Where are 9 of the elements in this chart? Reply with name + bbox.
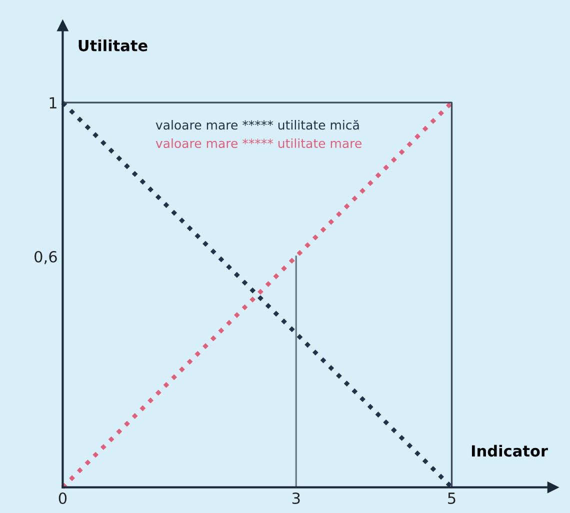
x-tick-label: 3 [292,492,300,504]
x-tick-label: 0 [58,492,67,504]
text: valoare mare ***** utilitate mare [156,138,362,148]
y-tick-label: 0,6 [34,250,57,264]
y-axis-title: Utilitate [78,40,148,52]
text: valoare mare ***** utilitate mică [156,120,359,130]
x-axis-title: Indicator [472,444,548,457]
y-tick-label: 1 [50,97,56,108]
x-tick-label: 5 [448,492,456,504]
